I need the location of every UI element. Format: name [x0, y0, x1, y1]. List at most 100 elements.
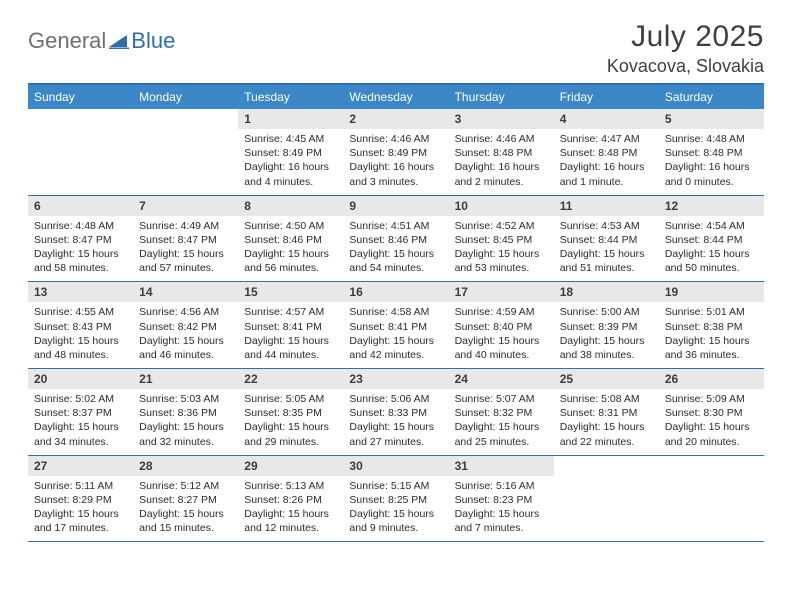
day-number: 15	[238, 282, 343, 302]
day-details: Sunrise: 5:07 AMSunset: 8:32 PMDaylight:…	[449, 389, 554, 455]
sunrise-line: Sunrise: 5:09 AM	[665, 392, 758, 406]
sunset-line: Sunset: 8:23 PM	[455, 493, 548, 507]
sunrise-line: Sunrise: 5:05 AM	[244, 392, 337, 406]
sunset-line: Sunset: 8:35 PM	[244, 406, 337, 420]
daylight-line: Daylight: 15 hours and 25 minutes.	[455, 420, 548, 448]
daylight-line: Daylight: 15 hours and 44 minutes.	[244, 334, 337, 362]
day-details: Sunrise: 5:08 AMSunset: 8:31 PMDaylight:…	[554, 389, 659, 455]
day-number: 4	[554, 109, 659, 129]
sunrise-line: Sunrise: 4:57 AM	[244, 305, 337, 319]
sunset-line: Sunset: 8:27 PM	[139, 493, 232, 507]
daylight-line: Daylight: 16 hours and 2 minutes.	[455, 160, 548, 188]
sunrise-line: Sunrise: 5:08 AM	[560, 392, 653, 406]
daylight-line: Daylight: 15 hours and 27 minutes.	[349, 420, 442, 448]
sunset-line: Sunset: 8:49 PM	[244, 146, 337, 160]
calendar-week: 20Sunrise: 5:02 AMSunset: 8:37 PMDayligh…	[28, 369, 764, 456]
sunrise-line: Sunrise: 5:00 AM	[560, 305, 653, 319]
day-header: Wednesday	[343, 85, 448, 109]
calendar-cell: 22Sunrise: 5:05 AMSunset: 8:35 PMDayligh…	[238, 369, 343, 455]
daylight-line: Daylight: 15 hours and 22 minutes.	[560, 420, 653, 448]
sunset-line: Sunset: 8:30 PM	[665, 406, 758, 420]
sunrise-line: Sunrise: 4:53 AM	[560, 219, 653, 233]
sunrise-line: Sunrise: 5:06 AM	[349, 392, 442, 406]
daylight-line: Daylight: 16 hours and 4 minutes.	[244, 160, 337, 188]
day-header: Thursday	[449, 85, 554, 109]
day-number: 1	[238, 109, 343, 129]
sunrise-line: Sunrise: 4:50 AM	[244, 219, 337, 233]
day-number: 14	[133, 282, 238, 302]
sunrise-line: Sunrise: 4:46 AM	[455, 132, 548, 146]
sunset-line: Sunset: 8:40 PM	[455, 320, 548, 334]
calendar-cell: 1Sunrise: 4:45 AMSunset: 8:49 PMDaylight…	[238, 109, 343, 195]
calendar-week: 13Sunrise: 4:55 AMSunset: 8:43 PMDayligh…	[28, 282, 764, 369]
sunrise-line: Sunrise: 4:59 AM	[455, 305, 548, 319]
calendar-body: ....1Sunrise: 4:45 AMSunset: 8:49 PMDayl…	[28, 109, 764, 542]
sunrise-line: Sunrise: 4:47 AM	[560, 132, 653, 146]
calendar-cell: 26Sunrise: 5:09 AMSunset: 8:30 PMDayligh…	[659, 369, 764, 455]
day-number: 10	[449, 196, 554, 216]
daylight-line: Daylight: 15 hours and 34 minutes.	[34, 420, 127, 448]
sunset-line: Sunset: 8:39 PM	[560, 320, 653, 334]
day-number: 5	[659, 109, 764, 129]
sunset-line: Sunset: 8:32 PM	[455, 406, 548, 420]
calendar-cell: 16Sunrise: 4:58 AMSunset: 8:41 PMDayligh…	[343, 282, 448, 368]
day-number: 7	[133, 196, 238, 216]
day-details: Sunrise: 4:59 AMSunset: 8:40 PMDaylight:…	[449, 302, 554, 368]
sunset-line: Sunset: 8:48 PM	[560, 146, 653, 160]
calendar-cell: 19Sunrise: 5:01 AMSunset: 8:38 PMDayligh…	[659, 282, 764, 368]
sunrise-line: Sunrise: 4:49 AM	[139, 219, 232, 233]
sunset-line: Sunset: 8:26 PM	[244, 493, 337, 507]
calendar-cell: 15Sunrise: 4:57 AMSunset: 8:41 PMDayligh…	[238, 282, 343, 368]
day-number: 13	[28, 282, 133, 302]
day-number: 11	[554, 196, 659, 216]
calendar-week: ....1Sunrise: 4:45 AMSunset: 8:49 PMDayl…	[28, 109, 764, 196]
logo-text-general: General	[28, 28, 106, 54]
day-number: 20	[28, 369, 133, 389]
sunset-line: Sunset: 8:25 PM	[349, 493, 442, 507]
day-details: Sunrise: 5:00 AMSunset: 8:39 PMDaylight:…	[554, 302, 659, 368]
day-number: 9	[343, 196, 448, 216]
sunset-line: Sunset: 8:47 PM	[139, 233, 232, 247]
day-details: Sunrise: 5:06 AMSunset: 8:33 PMDaylight:…	[343, 389, 448, 455]
sunset-line: Sunset: 8:41 PM	[349, 320, 442, 334]
day-number: 12	[659, 196, 764, 216]
daylight-line: Daylight: 15 hours and 32 minutes.	[139, 420, 232, 448]
day-details: Sunrise: 5:05 AMSunset: 8:35 PMDaylight:…	[238, 389, 343, 455]
day-details: Sunrise: 4:53 AMSunset: 8:44 PMDaylight:…	[554, 216, 659, 282]
sunset-line: Sunset: 8:38 PM	[665, 320, 758, 334]
day-number: 6	[28, 196, 133, 216]
sunset-line: Sunset: 8:49 PM	[349, 146, 442, 160]
sunrise-line: Sunrise: 4:54 AM	[665, 219, 758, 233]
sunrise-line: Sunrise: 4:52 AM	[455, 219, 548, 233]
daylight-line: Daylight: 15 hours and 12 minutes.	[244, 507, 337, 535]
calendar-cell: 12Sunrise: 4:54 AMSunset: 8:44 PMDayligh…	[659, 196, 764, 282]
calendar-cell: 4 Sunrise: 4:47 AMSunset: 8:48 PMDaylight…	[554, 109, 659, 195]
calendar-cell: 21Sunrise: 5:03 AMSunset: 8:36 PMDayligh…	[133, 369, 238, 455]
location-label: Kovacova, Slovakia	[607, 56, 764, 77]
daylight-line: Daylight: 15 hours and 20 minutes.	[665, 420, 758, 448]
day-details: Sunrise: 4:46 AMSunset: 8:48 PMDaylight:…	[449, 129, 554, 195]
day-details: Sunrise: 4:57 AMSunset: 8:41 PMDaylight:…	[238, 302, 343, 368]
daylight-line: Daylight: 15 hours and 48 minutes.	[34, 334, 127, 362]
sunrise-line: Sunrise: 5:03 AM	[139, 392, 232, 406]
calendar-cell: 18Sunrise: 5:00 AMSunset: 8:39 PMDayligh…	[554, 282, 659, 368]
sunrise-line: Sunrise: 4:51 AM	[349, 219, 442, 233]
day-details: Sunrise: 5:11 AMSunset: 8:29 PMDaylight:…	[28, 476, 133, 542]
sunset-line: Sunset: 8:33 PM	[349, 406, 442, 420]
day-details: Sunrise: 4:51 AMSunset: 8:46 PMDaylight:…	[343, 216, 448, 282]
daylight-line: Daylight: 15 hours and 51 minutes.	[560, 247, 653, 275]
logo: General Blue	[28, 20, 175, 54]
daylight-line: Daylight: 15 hours and 36 minutes.	[665, 334, 758, 362]
calendar-cell: 27Sunrise: 5:11 AMSunset: 8:29 PMDayligh…	[28, 456, 133, 542]
day-details: Sunrise: 4:52 AMSunset: 8:45 PMDaylight:…	[449, 216, 554, 282]
day-header-row: SundayMondayTuesdayWednesdayThursdayFrid…	[28, 85, 764, 109]
daylight-line: Daylight: 16 hours and 1 minute.	[560, 160, 653, 188]
day-header: Saturday	[659, 85, 764, 109]
calendar-cell: 29Sunrise: 5:13 AMSunset: 8:26 PMDayligh…	[238, 456, 343, 542]
calendar-cell: ..	[554, 456, 659, 542]
calendar-cell: 7Sunrise: 4:49 AMSunset: 8:47 PMDaylight…	[133, 196, 238, 282]
daylight-line: Daylight: 15 hours and 56 minutes.	[244, 247, 337, 275]
daylight-line: Daylight: 15 hours and 54 minutes.	[349, 247, 442, 275]
day-number: 22	[238, 369, 343, 389]
day-details: Sunrise: 5:16 AMSunset: 8:23 PMDaylight:…	[449, 476, 554, 542]
